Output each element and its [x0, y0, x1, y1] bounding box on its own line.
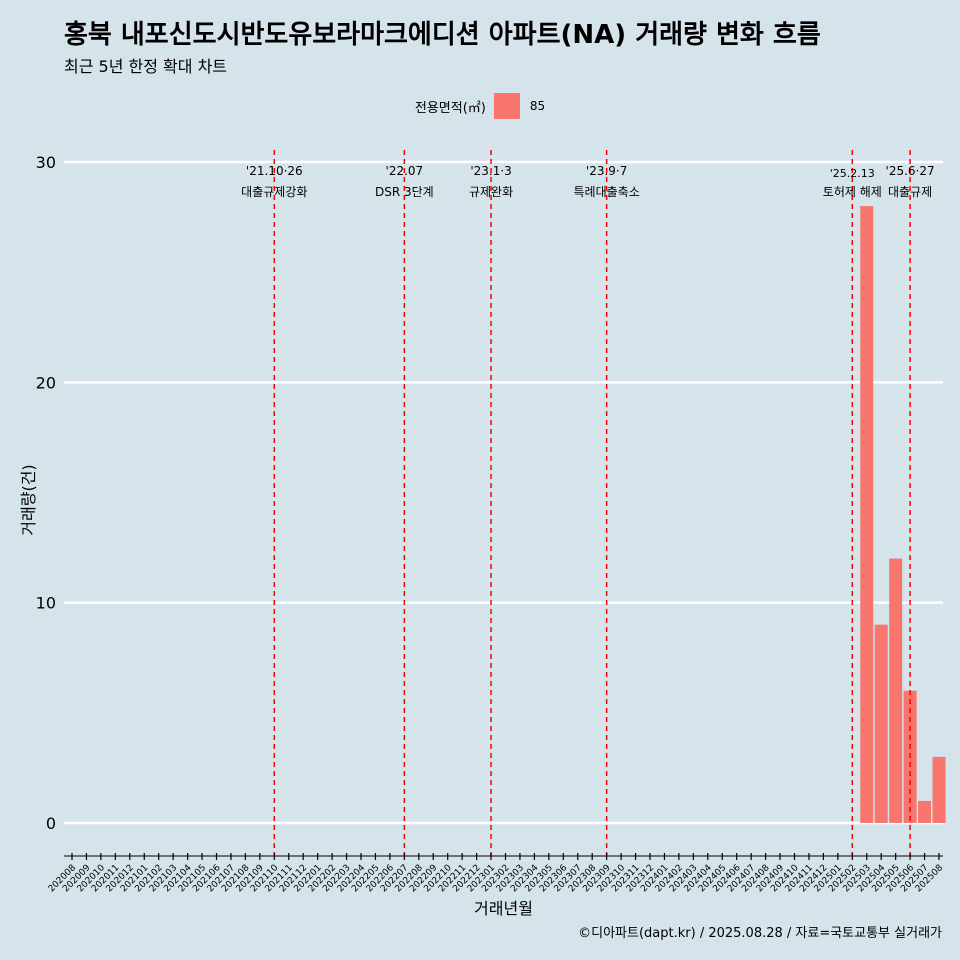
bar-202505 — [889, 558, 903, 823]
bar-202507 — [918, 800, 932, 823]
bar-202504 — [874, 624, 888, 823]
x-axis-title: 거래년월 — [474, 899, 533, 918]
y-tick-label: 0 — [46, 814, 56, 833]
event-text-label: 토허제 해제 — [823, 185, 882, 199]
event-text-label: DSR 3단계 — [375, 185, 434, 199]
event-date-label: '23.1·3 — [470, 164, 511, 178]
event-text-label: 규제완화 — [469, 185, 513, 199]
bar-202508 — [932, 756, 946, 823]
event-date-label: '21.10·26 — [246, 164, 303, 178]
event-text-label: 대출규제강화 — [241, 185, 307, 199]
bar-202503 — [860, 206, 874, 823]
event-text-label: 특례대출축소 — [574, 185, 640, 199]
legend-title: 전용면적(㎡) — [414, 100, 486, 116]
legend-label: 85 — [529, 99, 546, 113]
y-axis-title: 거래량(건) — [19, 464, 38, 535]
legend: 전용면적(㎡) 85 — [0, 93, 960, 119]
chart-subtitle: 최근 5년 한정 확대 차트 — [64, 57, 228, 76]
legend-color-key — [493, 93, 520, 119]
y-tick-label: 20 — [36, 373, 56, 392]
event-text-label: 대출규제 — [888, 185, 932, 199]
source-footer: ©디아파트(dapt.kr) / 2025.08.28 / 자료=국토교통부 실… — [578, 926, 942, 941]
chart-title: 홍북 내포신도시반도유보라마크에디션 아파트(NA) 거래량 변화 흐름 — [64, 20, 821, 50]
event-date-label: '22.07 — [386, 164, 424, 178]
event-date-label: '25.2.13 — [830, 167, 875, 180]
event-date-label: '23.9·7 — [586, 164, 627, 178]
event-date-label: '25.6·27 — [886, 164, 935, 178]
y-tick-label: 10 — [36, 594, 56, 613]
y-tick-label: 30 — [36, 153, 56, 172]
